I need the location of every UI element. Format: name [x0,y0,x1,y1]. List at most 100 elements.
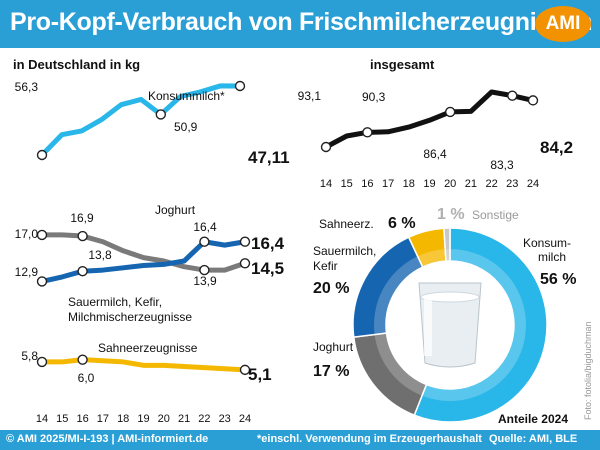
sauermilch-label-start: 17,0 [15,227,39,241]
insgesamt-tick-label: 19 [423,178,435,190]
konsummilch-line [39,83,243,158]
photo-credit: Foto: fotolia/bigduchman [583,321,593,420]
sauermilch-point [199,264,210,276]
insgesamt-line [323,89,536,150]
lower-tick-label: 23 [219,413,231,425]
insgesamt-tick-label: 14 [320,178,332,190]
sauermilch-label-2: 13,9 [193,274,217,288]
lower-tick-label: 20 [158,413,170,425]
sauermilch-legend-line1: Sauermilch, Kefir, [68,295,162,309]
konsummilch-label-end: 47,11 [248,148,290,167]
sahneerzeugnisse-legend: Sahneerzeugnisse [98,341,198,355]
insgesamt-label-2: 86,4 [423,147,447,161]
header-bar: Pro-Kopf-Verbrauch von Frischmilcherzeug… [0,0,600,48]
pie-label-sauermilch-1: Sauermilch, [313,244,376,258]
footer-copyright: © AMI 2025/MI-I-193 | AMI-informiert.de [6,433,209,445]
insgesamt-label-start: 93,1 [298,89,322,103]
joghurt-label-end: 16,4 [251,234,285,253]
footer-note: *einschl. Verwendung im Erzeugerhaushalt [257,433,482,445]
glass-highlight-icon [424,298,432,356]
sauermilch-label-end: 14,5 [251,259,284,278]
pie-slice-inner-sahneerz [417,249,446,268]
pie-label-konsummilch-2: milch [538,250,566,264]
insgesamt-point [445,106,456,118]
insgesamt-tick-label: 21 [465,178,477,190]
konsummilch-point [234,80,246,92]
insgesamt-tick-label: 22 [485,178,497,190]
sahneerzeugnisse-label-start: 5,8 [21,349,38,363]
milk-glass-icon [418,282,482,368]
lower-tick-label: 24 [239,413,251,425]
pie-label-joghurt: Joghurt [313,340,354,354]
insgesamt-point [362,127,373,138]
lower-tick-label: 21 [178,413,190,425]
joghurt-line [39,239,248,284]
sauermilch-point [239,258,251,269]
ami-logo: AMI [535,6,591,42]
footer-source: Quelle: AMI, BLE [489,433,578,445]
insgesamt-point [320,141,332,153]
insgesamt-tick-label: 23 [506,178,518,190]
joghurt-label-2: 16,4 [193,220,217,234]
lower-tick-label: 19 [137,413,149,425]
milk-surface-icon [420,291,480,303]
pie-value-konsummilch: 56 % [540,271,576,288]
insgesamt-tick-label: 17 [382,178,394,190]
page-title: Pro-Kopf-Verbrauch von Frischmilcherzeug… [10,8,593,36]
sauermilch-point [36,229,48,241]
lower-tick-label: 16 [76,413,88,425]
insgesamt-tick-label: 20 [444,178,456,190]
footer-bar: © AMI 2025/MI-I-193 | AMI-informiert.de … [0,430,600,450]
joghurt-label-start: 12,9 [15,265,39,279]
lower-tick-label: 15 [56,413,68,425]
lower-tick-label: 18 [117,413,129,425]
sahneerzeugnisse-point [36,356,48,368]
insgesamt-tick-label: 24 [527,178,539,190]
lower-tick-label: 22 [198,413,210,425]
sahneerzeugnisse-label-end: 5,1 [248,365,272,384]
insgesamt-tick-label: 18 [403,178,415,190]
joghurt-label-1: 13,8 [88,248,112,262]
konsummilch-label-start: 56,3 [15,80,39,94]
pie-label-sonstige: Sonstige [472,208,519,222]
pie-slice-inner-joghurt [374,333,427,396]
pie-title: Anteile 2024 [498,412,568,426]
insgesamt-label-3: 83,3 [490,158,514,172]
joghurt-point [199,236,210,247]
sahneerzeugnisse-point [77,354,88,365]
pie-value-sonstige: 1 % [437,206,465,223]
pie-value-sauermilch: 20 % [313,280,349,297]
insgesamt-label-end: 84,2 [540,138,573,157]
lower-tick-label: 17 [97,413,109,425]
konsummilch-point [155,109,167,120]
pie-value-joghurt: 17 % [313,363,349,380]
insgesamt-point [507,90,518,101]
pie-label-sahneerz: Sahneerz. [319,217,374,231]
insgesamt-point [527,95,539,106]
pie-value-sahneerz: 6 % [388,215,416,232]
sahneerzeugnisse-point [239,364,251,376]
konsummilch-label-mid: 50,9 [174,120,198,134]
pie-label-konsummilch-1: Konsum- [523,236,571,250]
sauermilch-label-1: 16,9 [70,211,94,225]
sauermilch-legend-line2: Milchmischerzeugnisse [68,310,192,324]
sahneerzeugnisse-line [39,357,248,373]
konsummilch-point [36,149,48,161]
joghurt-point [239,236,251,247]
panel-title-deutschland: in Deutschland in kg [13,57,140,72]
konsummilch-legend: Konsummilch* [148,89,225,103]
insgesamt-tick-label: 16 [361,178,373,190]
pie-label-sauermilch-2: Kefir [313,259,338,273]
insgesamt-tick-label: 15 [341,178,353,190]
joghurt-legend: Joghurt [155,203,196,217]
sauermilch-point [77,230,88,242]
insgesamt-label-1: 90,3 [362,90,386,104]
sahneerzeugnisse-label-1: 6,0 [78,371,95,385]
joghurt-point [36,276,48,287]
lower-tick-label: 14 [36,413,48,425]
pie-slice-inner-sauermilch [374,256,423,335]
sauermilch-line [39,232,248,273]
joghurt-point [77,266,88,277]
